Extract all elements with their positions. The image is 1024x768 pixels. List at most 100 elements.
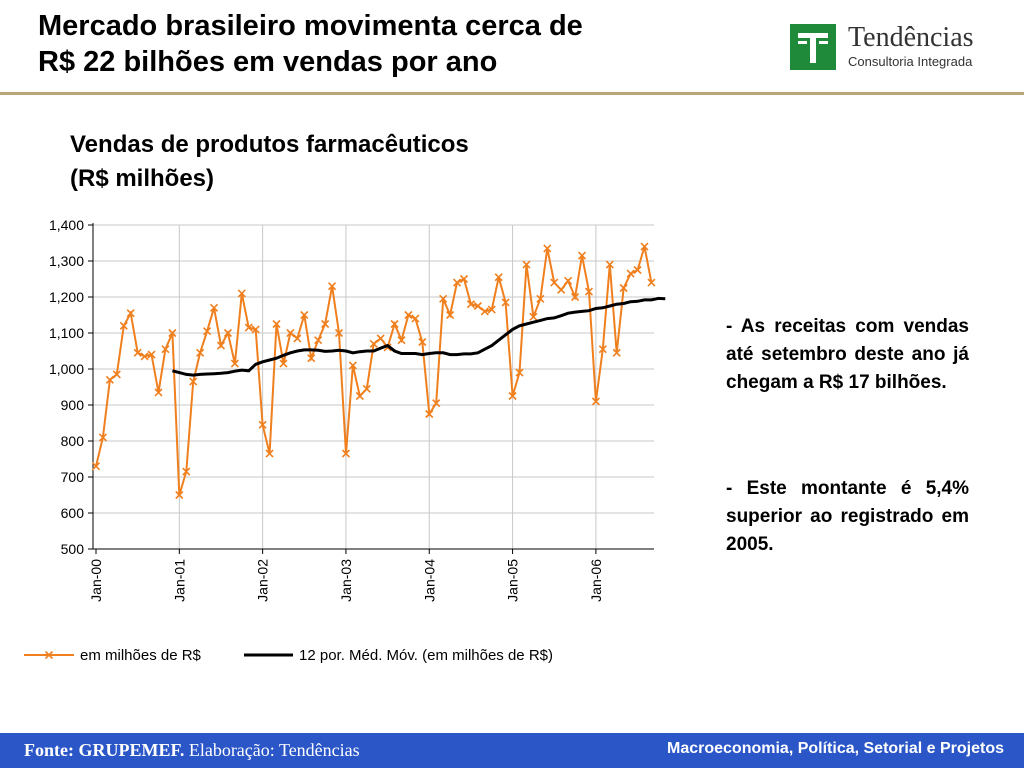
sales-point-marker <box>487 305 496 314</box>
sales-point-marker <box>411 314 420 323</box>
sales-point-marker <box>605 260 614 269</box>
y-tick-label: 900 <box>61 397 85 413</box>
sales-point-marker <box>647 278 656 287</box>
sales-point-marker <box>598 345 607 354</box>
sales-point-marker <box>91 462 101 471</box>
sales-point-marker <box>126 309 135 318</box>
sales-point-marker <box>230 359 239 368</box>
series-moving-average-line <box>172 296 666 377</box>
legend-swatch-sales-marker <box>44 650 54 660</box>
legend-label-sales: em milhões de R$ <box>80 647 202 664</box>
sales-point-marker <box>376 334 385 343</box>
page-title-line1: Mercado brasileiro movimenta cerca de <box>38 10 583 42</box>
x-tick-label: Jan-02 <box>255 559 271 602</box>
sales-point-marker <box>439 294 448 303</box>
x-tick-label: Jan-05 <box>505 559 521 602</box>
sales-point-marker <box>140 352 149 361</box>
note-revenue: - As receitas com vendas até setembro de… <box>726 316 969 393</box>
logo-name: Tendências <box>848 22 974 53</box>
sales-point-marker <box>189 377 198 386</box>
x-tick-label: Jan-01 <box>171 559 187 602</box>
sales-point-marker <box>397 336 406 345</box>
chart-title-line2: (R$ milhões) <box>70 165 215 192</box>
y-tick-label: 700 <box>61 469 85 485</box>
sales-point-marker <box>446 310 455 320</box>
sales-point-marker <box>432 399 441 408</box>
sales-point-marker <box>265 449 274 458</box>
tendencias-logo: Tendências Consultoria Integrada <box>790 22 1000 72</box>
chart-title: Vendas de produtos farmacêuticos (R$ mil… <box>70 128 630 196</box>
sales-point-marker <box>633 265 642 275</box>
sales-point-marker <box>223 328 232 338</box>
sales-point-marker <box>244 323 253 332</box>
legend-label-moving-average: 12 por. Méd. Móv. (em milhões de R$) <box>299 647 553 664</box>
sales-point-marker <box>418 337 427 347</box>
sales-point-marker <box>334 328 344 338</box>
note-growth: - Este montante é 5,4% superior ao regis… <box>726 478 969 555</box>
sales-point-marker <box>522 260 531 269</box>
footer-source-bold: Fonte: GRUPEMEF. <box>24 740 185 760</box>
sales-point-marker <box>216 341 226 350</box>
sales-point-marker <box>327 282 337 291</box>
sales-point-marker <box>161 345 170 354</box>
y-tick-label: 1,200 <box>49 289 84 305</box>
sales-point-marker <box>175 490 184 500</box>
sales-point-marker <box>168 328 177 338</box>
sales-point-marker <box>529 312 538 321</box>
sales-point-marker <box>355 391 364 401</box>
sales-point-marker <box>612 348 621 357</box>
sales-point-marker <box>133 348 142 357</box>
sales-point-marker <box>591 397 600 406</box>
sales-point-marker <box>473 301 482 311</box>
sales-point-marker <box>494 273 503 282</box>
y-tick-label: 1,100 <box>49 325 84 341</box>
sales-point-marker <box>105 375 114 384</box>
x-tick-label: Jan-00 <box>88 559 104 602</box>
x-tick-label: Jan-06 <box>588 559 604 602</box>
sales-point-marker <box>272 319 281 329</box>
sales-point-marker <box>300 310 309 320</box>
sales-point-marker <box>584 287 594 296</box>
sales-point-marker <box>543 244 552 253</box>
header-divider <box>0 92 1024 95</box>
sales-point-marker <box>619 283 628 293</box>
sales-point-marker <box>425 409 434 419</box>
sales-point-marker <box>640 242 649 251</box>
sales-point-marker <box>466 300 475 309</box>
sales-point-marker <box>321 319 330 329</box>
sales-point-marker <box>571 292 580 302</box>
sales-point-marker <box>626 269 635 278</box>
sales-point-marker <box>369 339 378 348</box>
sales-point-marker <box>341 449 351 458</box>
sales-point-marker <box>515 368 524 377</box>
sales-point-marker <box>286 328 295 338</box>
footer-bar: Fonte: GRUPEMEF. Elaboração: Tendências … <box>0 733 1024 768</box>
sales-point-marker <box>404 310 413 320</box>
logo-mark-icon <box>790 24 836 70</box>
y-tick-label: 800 <box>61 433 85 449</box>
sales-point-marker <box>557 285 566 294</box>
y-tick-label: 1,000 <box>49 361 84 377</box>
sales-point-marker <box>196 348 205 357</box>
x-tick-label: Jan-03 <box>338 559 354 602</box>
sales-point-marker <box>147 350 156 359</box>
sales-point-marker <box>203 327 212 336</box>
sales-point-marker <box>577 251 587 260</box>
sales-point-marker <box>237 289 246 298</box>
footer-source-rest: Elaboração: Tendências <box>184 740 360 760</box>
chart-title-line1: Vendas de produtos farmacêuticos <box>70 131 469 158</box>
sales-point-marker <box>550 278 559 287</box>
sales-point-marker <box>98 433 108 442</box>
y-tick-label: 1,400 <box>49 217 84 233</box>
page-title-line2: R$ 22 bilhões em vendas por ano <box>38 46 498 78</box>
sales-point-marker <box>536 294 545 303</box>
sales-point-marker <box>459 274 469 284</box>
x-tick-label: Jan-04 <box>421 559 437 602</box>
sales-point-marker <box>390 319 399 329</box>
footer-source: Fonte: GRUPEMEF. Elaboração: Tendências <box>24 740 360 761</box>
sales-point-marker <box>209 303 219 312</box>
sales-point-marker <box>307 354 316 363</box>
sales-point-marker <box>501 298 510 307</box>
sales-point-marker <box>182 467 191 476</box>
logo-mark-glyph <box>798 33 828 63</box>
